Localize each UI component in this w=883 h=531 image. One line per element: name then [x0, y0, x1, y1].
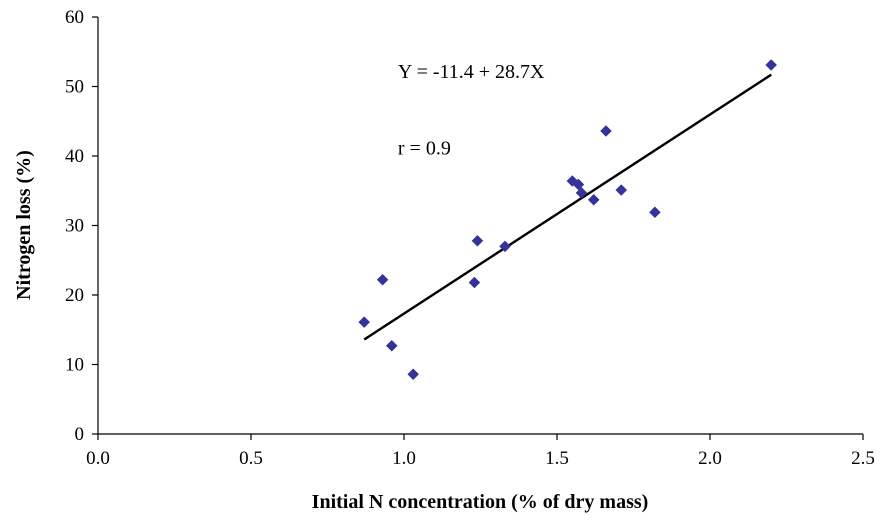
data-point [407, 368, 420, 381]
x-tick-label: 1.5 [545, 448, 569, 469]
x-ticks: 0.0 0.5 1.0 1.5 2.0 2.5 [86, 434, 875, 469]
data-point [572, 178, 585, 191]
y-tick-label: 40 [65, 146, 84, 167]
y-tick-label: 60 [65, 7, 84, 28]
data-point [615, 184, 628, 196]
x-tick-label: 0.0 [86, 448, 110, 469]
regression-line [363, 73, 772, 341]
y-axis-title: Nitrogen loss (%) [13, 150, 35, 300]
data-point [765, 59, 778, 71]
r-value-annotation: r = 0.9 [398, 138, 451, 160]
data-points [358, 59, 778, 381]
x-tick-label: 2.0 [698, 448, 722, 469]
y-tick-label: 50 [65, 77, 84, 98]
data-point [587, 193, 600, 206]
data-point [385, 339, 398, 352]
y-tick-label: 0 [75, 424, 85, 445]
y-tick-label: 20 [65, 285, 84, 306]
data-point [499, 240, 511, 253]
x-tick-label: 2.5 [851, 448, 875, 469]
data-point [468, 276, 481, 289]
data-point [575, 186, 588, 199]
data-point [649, 206, 661, 219]
x-axis-title: Initial N concentration (% of dry mass) [312, 491, 649, 513]
x-tick-label: 0.5 [239, 448, 263, 469]
plot-area: 0 10 20 30 40 50 60 0.0 0.5 1.0 1.5 2.0 2.5 Y = -11… [65, 7, 875, 469]
x-tick-label: 1.0 [392, 448, 416, 469]
y-ticks: 0 10 20 30 40 50 60 [65, 7, 98, 445]
data-point [358, 316, 371, 328]
y-tick-label: 30 [65, 216, 84, 237]
equation-annotation: Y = -11.4 + 28.7X [398, 61, 545, 83]
data-point [600, 125, 612, 137]
data-point [471, 234, 484, 247]
y-tick-label: 10 [65, 355, 84, 376]
data-point [376, 273, 389, 286]
